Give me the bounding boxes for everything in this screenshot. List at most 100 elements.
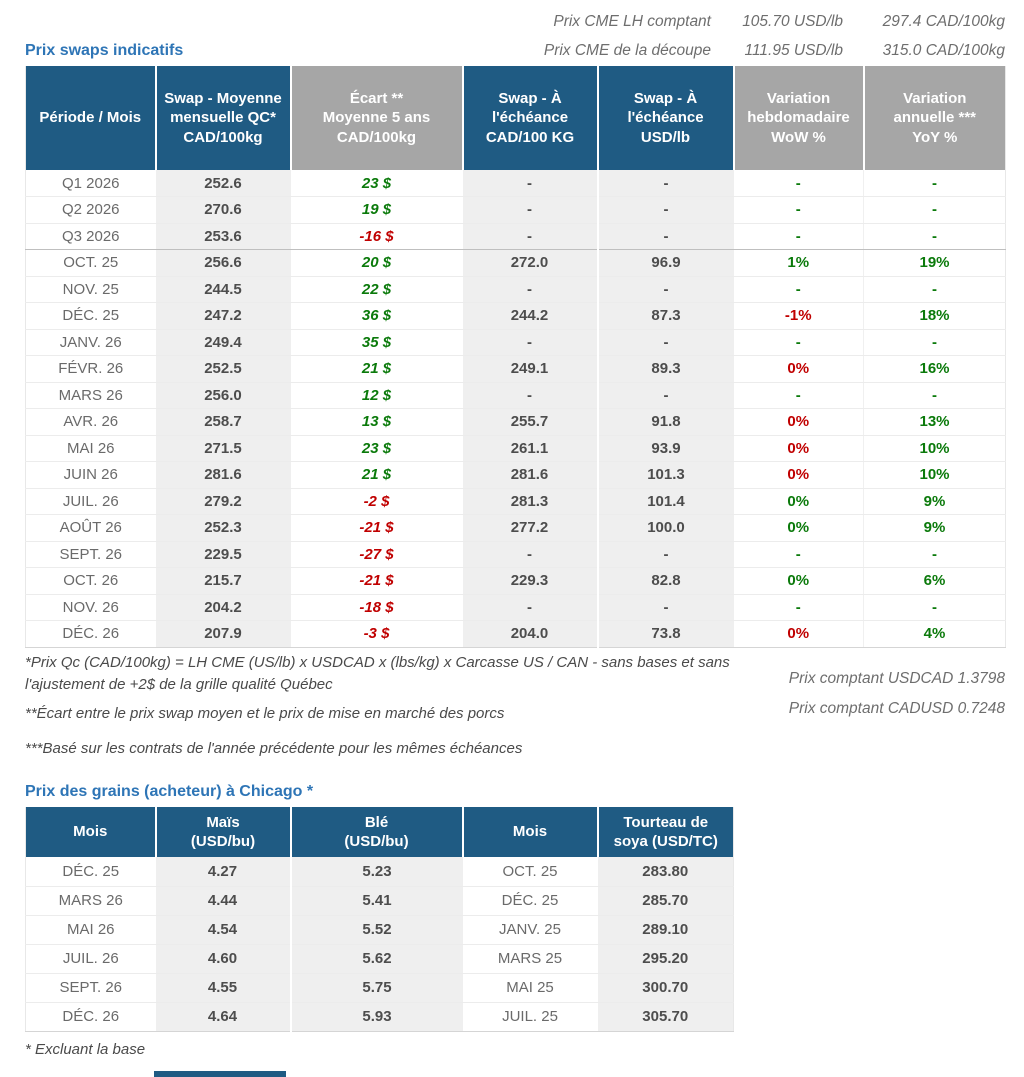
cell-wow: - [733, 541, 864, 568]
cme-lh-label: Prix CME LH comptant [553, 13, 711, 30]
cell-ble: 5.75 [289, 973, 463, 1003]
cell-wow: 0% [733, 567, 864, 595]
cell-mois1: DÉC. 25 [25, 857, 156, 887]
cell-avg: 252.5 [155, 355, 291, 383]
grains-section: Prix des grains (acheteur) à Chicago * M… [25, 783, 734, 1058]
cell-ecart: -18 $ [290, 594, 463, 621]
column-header: Mois [25, 807, 156, 857]
table-row: DÉC. 25 4.27 5.23 OCT. 25 283.80 [25, 857, 734, 887]
cadusd-spot: Prix comptant CADUSD 0.7248 [788, 700, 1005, 717]
cell-yoy: 6% [863, 567, 1006, 595]
cell-wow: 0% [733, 355, 864, 383]
cell-swap_usd: - [596, 594, 734, 621]
cell-ecart: -2 $ [290, 488, 463, 515]
cell-ecart: 21 $ [290, 355, 463, 383]
cell-period: JUIL. 26 [25, 488, 156, 515]
table-row: AOÛT 26 252.3 -21 $277.2 100.0 0% 9% [25, 514, 1006, 542]
column-header: Variation annuelle *** YoY % [862, 66, 1006, 170]
table-row: Q1 2026 252.6 23 $ - - - - [25, 170, 1006, 197]
cell-swap_usd: - [596, 196, 734, 224]
cell-swap_cad: 229.3 [462, 567, 598, 595]
cell-tourteau: 295.20 [597, 944, 734, 974]
table-row: Q2 2026 270.6 19 $ - - - - [25, 196, 1006, 224]
cell-period: DÉC. 25 [25, 302, 156, 330]
cell-wow: - [733, 170, 864, 197]
cell-ble: 5.93 [289, 1002, 463, 1032]
cell-swap_cad: - [462, 196, 598, 224]
cell-yoy: - [863, 329, 1006, 356]
cell-period: AVR. 26 [25, 408, 156, 436]
cell-avg: 270.6 [155, 196, 291, 224]
cell-swap_cad: - [462, 223, 598, 250]
cell-swap_usd: 96.9 [596, 249, 734, 277]
swaps-table-title: Prix swaps indicatifs [25, 42, 184, 59]
cell-swap_usd: - [596, 170, 734, 197]
column-header: Mois [461, 807, 598, 857]
cell-swap_usd: - [596, 382, 734, 409]
cell-swap_cad: 204.0 [462, 620, 598, 648]
cell-swap_usd: 93.9 [596, 435, 734, 462]
table-row: JUIN 26 281.6 21 $281.6 101.3 0% 10% [25, 461, 1006, 489]
table-row: NOV. 25 244.5 22 $ - - - - [25, 276, 1006, 303]
cell-wow: -1% [733, 302, 864, 330]
cell-avg: 253.6 [155, 223, 291, 250]
cell-yoy: 9% [863, 514, 1006, 542]
cell-wow: - [733, 223, 864, 250]
cell-ecart: 20 $ [290, 249, 463, 277]
cell-swap_cad: - [462, 541, 598, 568]
cell-tourteau: 285.70 [597, 886, 734, 916]
swaps-footnotes: *Prix Qc (CAD/100kg) = LH CME (US/lb) x … [25, 652, 730, 767]
cell-period: OCT. 26 [25, 567, 156, 595]
column-header: Maïs (USD/bu) [154, 807, 291, 857]
cell-tourteau: 300.70 [597, 973, 734, 1003]
cell-wow: 1% [733, 249, 864, 277]
grains-footnote: * Excluant la base [25, 1040, 146, 1058]
cell-swap_usd: 89.3 [596, 355, 734, 383]
cell-ble: 5.52 [289, 915, 463, 945]
cell-swap_cad: - [462, 329, 598, 356]
grains-table-title: Prix des grains (acheteur) à Chicago * [25, 783, 314, 800]
table-row: AVR. 26 258.7 13 $255.7 91.8 0% 13% [25, 408, 1006, 436]
table-row: FÉVR. 26 252.5 21 $249.1 89.3 0% 16% [25, 355, 1006, 383]
grains-table: Mois Maïs (USD/bu) Blé (USD/bu) Mois Tourtea… [25, 807, 734, 1032]
cell-period: JANV. 26 [25, 329, 156, 356]
table-row: SEPT. 26 229.5 -27 $ - - - - [25, 541, 1006, 568]
cell-yoy: - [863, 223, 1006, 250]
cell-ecart: 36 $ [290, 302, 463, 330]
cell-ecart: -3 $ [290, 620, 463, 648]
cell-mois2: JUIL. 25 [462, 1002, 598, 1032]
cell-swap_usd: - [596, 276, 734, 303]
cell-swap_usd: 100.0 [596, 514, 734, 542]
cell-ecart: 12 $ [290, 382, 463, 409]
cell-avg: 215.7 [155, 567, 291, 595]
cell-mois2: DÉC. 25 [462, 886, 598, 916]
cell-tourteau: 305.70 [597, 1002, 734, 1032]
cell-swap_cad: 272.0 [462, 249, 598, 277]
cell-ecart: 22 $ [290, 276, 463, 303]
cell-avg: 207.9 [155, 620, 291, 648]
table-row: Q3 2026 253.6 -16 $ - - - - [25, 223, 1006, 250]
table-row: MAI 26 4.54 5.52 JANV. 25 289.10 [25, 915, 734, 945]
table-row: OCT. 25 256.6 20 $272.0 96.9 1% 19% [25, 249, 1006, 277]
cell-swap_cad: 261.1 [462, 435, 598, 462]
cell-avg: 204.2 [155, 594, 291, 621]
cell-swap_usd: 101.3 [596, 461, 734, 489]
column-header: Swap - À l'échéance CAD/100 KG [461, 66, 598, 170]
cell-yoy: 10% [863, 435, 1006, 462]
table-row: NOV. 26 204.2 -18 $ - - - - [25, 594, 1006, 621]
usdcad-spot: Prix comptant USDCAD 1.3798 [788, 670, 1005, 687]
cell-wow: - [733, 594, 864, 621]
cell-wow: - [733, 276, 864, 303]
cell-wow: 0% [733, 488, 864, 515]
cell-swap_cad: 249.1 [462, 355, 598, 383]
header-row: Période / Mois Swap - Moyenne mensuelle Q… [25, 66, 1006, 170]
cell-swap_cad: 277.2 [462, 514, 598, 542]
cell-period: NOV. 25 [25, 276, 156, 303]
cell-mais: 4.60 [155, 944, 291, 974]
cell-yoy: - [863, 170, 1006, 197]
column-header: Swap - À l'échéance USD/lb [596, 66, 734, 170]
cell-ble: 5.23 [289, 857, 463, 887]
cell-ble: 5.41 [289, 886, 463, 916]
cell-wow: 0% [733, 620, 864, 648]
cell-period: JUIN 26 [25, 461, 156, 489]
